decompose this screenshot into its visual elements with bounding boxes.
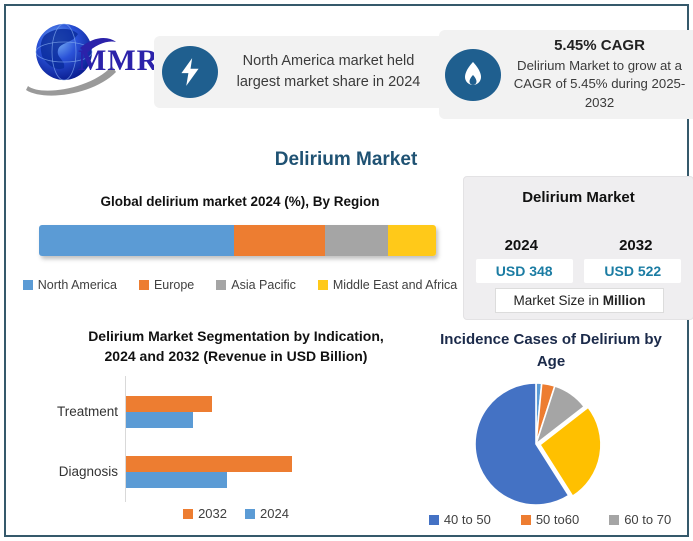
pie-legend: 40 to 50 50 to60 60 to 70 — [406, 512, 693, 527]
category-label-diagnosis: Diagnosis — [58, 464, 118, 479]
market-size-unit: Market Size in Million — [495, 288, 664, 313]
pie-slice-40-to-50 — [474, 382, 570, 506]
legend-item: 2032 — [183, 506, 227, 521]
logo-text: MMR — [78, 44, 160, 77]
legend-item: 2024 — [245, 506, 289, 521]
region-chart-title: Global delirium market 2024 (%), By Regi… — [100, 194, 380, 209]
legend-swatch — [183, 508, 194, 519]
category-label-treatment: Treatment — [56, 404, 118, 419]
bar-treatment-2032 — [126, 396, 212, 412]
market-size-panel: Delirium Market 2024 2032 USD 348 USD 52… — [463, 176, 693, 320]
legend-label: 50 to60 — [535, 512, 580, 527]
pie-slice-60-to-70 — [534, 384, 586, 447]
bar-segment-asia-pacific — [324, 225, 389, 256]
segmentation-chart: Treatment Diagnosis — [36, 374, 446, 504]
legend-label: Asia Pacific — [231, 278, 296, 292]
legend-swatch — [609, 514, 620, 525]
market-value-2032: USD 522 — [584, 259, 682, 283]
legend-item: 40 to 50 — [428, 512, 491, 527]
legend-swatch — [216, 280, 227, 290]
legend-swatch — [22, 280, 33, 290]
bar-diagnosis-2032 — [126, 456, 292, 472]
callout-north-america-text: North America market held largest market… — [236, 52, 421, 90]
panel-title: Delirium Market — [522, 189, 635, 206]
region-share-chart: Global delirium market 2024 (%), By Regi… — [22, 194, 457, 292]
bar-diagnosis-2024 — [126, 472, 227, 488]
legend-swatch — [245, 508, 255, 519]
unit-bold: Million — [602, 293, 646, 308]
incidence-pie-chart — [474, 382, 602, 506]
legend-swatch — [138, 280, 149, 290]
legend-item: Middle East and Africa — [317, 278, 458, 292]
legend-item: Europe — [138, 278, 195, 292]
legend-label: 60 to 70 — [624, 512, 672, 527]
pie-title-line1: Incidence Cases of Delirium by — [440, 331, 662, 348]
page-title: Delirium Market — [274, 149, 418, 170]
legend-label: Europe — [153, 278, 195, 292]
legend-swatch — [520, 514, 531, 525]
globe-icon — [26, 23, 116, 96]
segmentation-chart-title: Delirium Market Segmentation by Indicati… — [36, 326, 436, 367]
callout-north-america: North America market held largest market… — [154, 36, 447, 108]
legend-label: Middle East and Africa — [332, 278, 458, 292]
bar-segment-europe — [233, 225, 325, 256]
lightning-bolt-icon — [162, 46, 218, 98]
legend-label: 2024 — [260, 506, 289, 521]
infographic-frame: MMR North America market held largest ma… — [4, 4, 693, 537]
cagr-heading: 5.45% CAGR — [554, 36, 645, 54]
pie-chart-title: Incidence Cases of Delirium by Age — [409, 329, 693, 373]
legend-item: Asia Pacific — [216, 278, 296, 292]
bar-treatment-2024 — [126, 412, 193, 428]
legend-label: 40 to 50 — [443, 512, 491, 527]
legend-item: 60 to 70 — [609, 512, 671, 527]
flame-icon — [445, 48, 501, 101]
bar-segment-middle-east-and-africa — [388, 225, 436, 256]
legend-label: 2032 — [198, 506, 227, 521]
bar-segment-north-america — [39, 225, 234, 256]
region-legend: North America Europe Asia Pacific Middle Ea… — [22, 278, 457, 292]
unit-prefix: Market Size in — [513, 293, 603, 308]
legend-item: North America — [22, 278, 117, 292]
y-axis-line — [125, 376, 126, 502]
seg-title-line2: 2024 and 2032 (Revenue in USD Billion) — [104, 348, 368, 365]
pie-title-line2: Age — [536, 352, 566, 370]
legend-swatch — [317, 280, 328, 290]
segmentation-legend: 2032 2024 — [116, 506, 356, 521]
seg-title-line1: Delirium Market Segmentation by Indicati… — [88, 328, 384, 344]
legend-label: North America — [37, 278, 117, 292]
cagr-text: Delirium Market to grow at a CAGR of 5.4… — [513, 57, 686, 110]
callout-cagr: 5.45% CAGR Delirium Market to grow at a … — [439, 30, 693, 119]
mmr-logo: MMR — [20, 14, 170, 99]
legend-swatch — [428, 514, 439, 525]
year-2024-label: 2024 — [504, 237, 538, 254]
region-stacked-bar — [39, 225, 436, 256]
year-2032-label: 2032 — [619, 237, 653, 254]
pie-slice — [538, 406, 602, 498]
market-value-2024: USD 348 — [475, 259, 573, 283]
legend-item: 50 to60 — [520, 512, 580, 527]
